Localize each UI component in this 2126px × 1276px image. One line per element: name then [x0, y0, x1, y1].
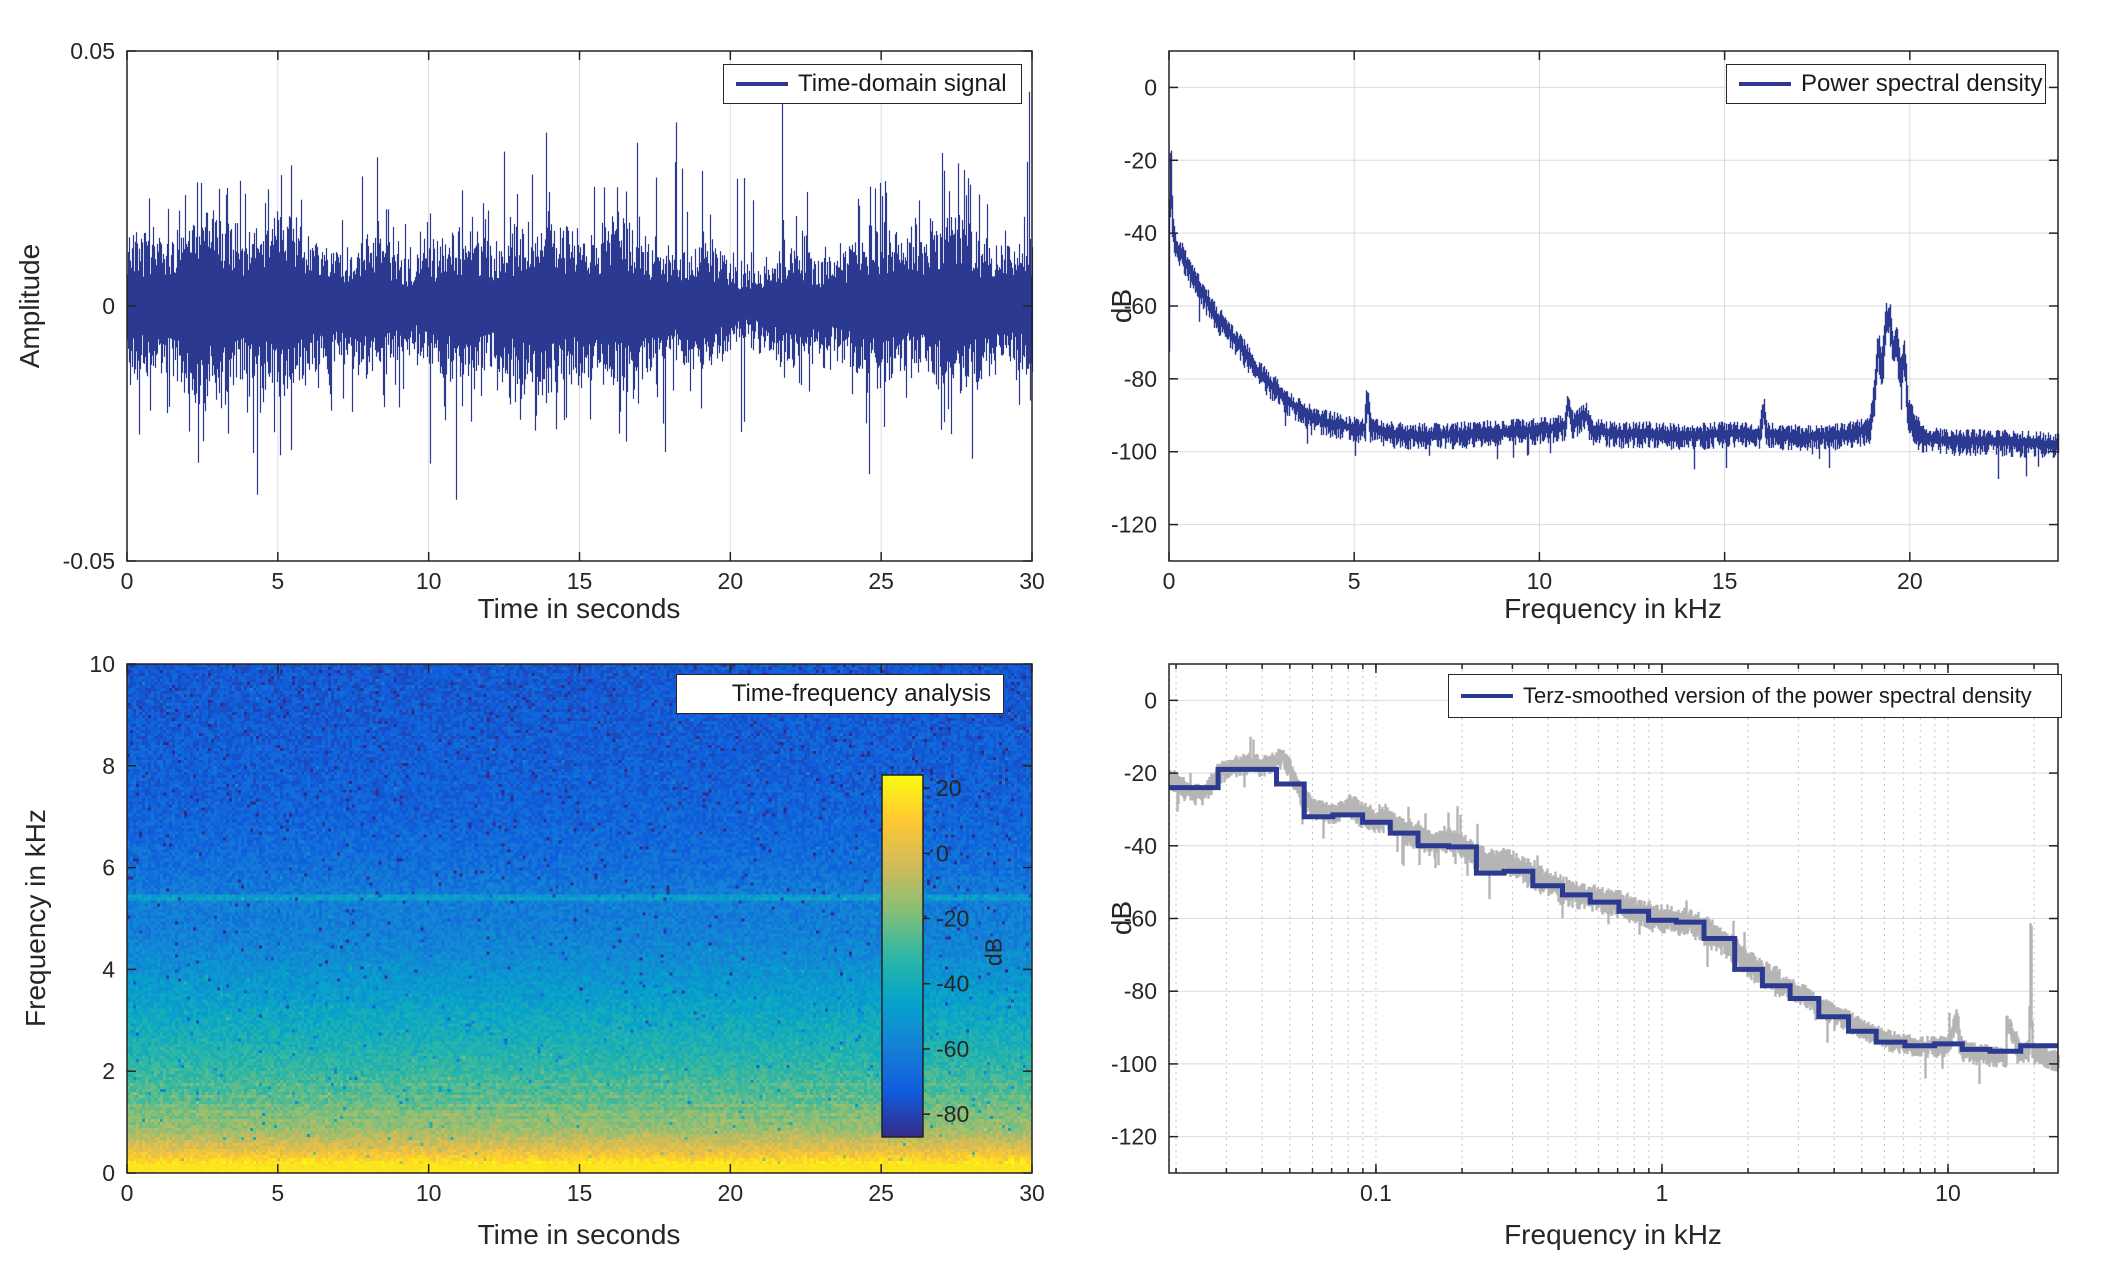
y-tick-label: 0 — [1144, 687, 1157, 713]
y-tick-label: -120 — [1111, 1124, 1157, 1150]
colorbar-tick-label: 20 — [936, 775, 962, 801]
p2-legend-line-sample — [1739, 82, 1791, 86]
p1-ylabel: Amplitude — [14, 243, 45, 369]
p3-legend: Time-frequency analysis — [676, 674, 1004, 714]
p2-legend: Power spectral density — [1726, 64, 2046, 104]
x-tick-label: 5 — [1348, 568, 1361, 594]
x-tick-label: 25 — [868, 1180, 894, 1206]
x-tick-label: 0.1 — [1360, 1180, 1392, 1206]
x-tick-label: 20 — [1897, 568, 1923, 594]
colorbar-tick-label: 0 — [936, 840, 949, 866]
psd-curve — [1168, 150, 2060, 479]
y-tick-label: 2 — [102, 1058, 115, 1084]
p4-legend: Terz-smoothed version of the power spect… — [1448, 674, 2062, 718]
y-tick-label: -40 — [1124, 833, 1157, 859]
y-tick-label: 4 — [102, 956, 115, 982]
y-tick-label: -120 — [1111, 512, 1157, 538]
y-tick-label: -80 — [1124, 978, 1157, 1004]
p3-ylabel: Frequency in kHz — [20, 809, 51, 1027]
y-tick-label: 0 — [102, 1160, 115, 1186]
colorbar — [881, 774, 924, 1138]
y-tick-label: -20 — [1124, 147, 1157, 173]
x-tick-label: 5 — [271, 568, 284, 594]
y-tick-label: -40 — [1124, 220, 1157, 246]
p2-xlabel: Frequency in kHz — [1504, 593, 1722, 624]
p4-legend-line-sample — [1461, 694, 1513, 698]
x-tick-label: 5 — [271, 1180, 284, 1206]
x-tick-label: 20 — [718, 1180, 744, 1206]
x-tick-label: 0 — [121, 1180, 134, 1206]
y-tick-label: -100 — [1111, 439, 1157, 465]
x-tick-label: 15 — [1712, 568, 1738, 594]
y-tick-label: -80 — [1124, 366, 1157, 392]
terz-smoothed-stairs — [1169, 766, 2058, 1054]
y-tick-label: 0.05 — [70, 38, 115, 64]
x-tick-label: 10 — [1527, 568, 1553, 594]
p2-ylabel: dB — [1106, 288, 1137, 324]
p4-legend-label: Terz-smoothed version of the power spect… — [1523, 683, 2032, 708]
colorbar-tick-label: -40 — [936, 971, 969, 997]
colorbar-tick-label: -20 — [936, 905, 969, 931]
colorbar-tick-label: -80 — [936, 1101, 969, 1127]
x-tick-label: 0 — [1163, 568, 1176, 594]
y-tick-label: -60 — [1124, 293, 1157, 319]
p2-legend-label: Power spectral density — [1801, 70, 2043, 97]
p3-legend-label: Time-frequency analysis — [731, 680, 991, 707]
p3-xlabel: Time in seconds — [477, 1219, 681, 1250]
p1-legend-line-sample — [736, 82, 788, 86]
colorbar-label: dB — [980, 937, 1007, 967]
x-tick-label: 10 — [1935, 1180, 1961, 1206]
p1-legend-label: Time-domain signal — [798, 70, 1007, 97]
y-tick-label: 6 — [102, 855, 115, 881]
y-tick-label: -60 — [1124, 906, 1157, 932]
x-tick-label: 10 — [416, 1180, 442, 1206]
y-tick-label: 0 — [1144, 74, 1157, 100]
y-tick-label: -100 — [1111, 1051, 1157, 1077]
p4-ylabel: dB — [1106, 900, 1137, 936]
y-tick-label: 10 — [89, 651, 115, 677]
y-tick-label: -20 — [1124, 760, 1157, 786]
x-tick-label: 15 — [567, 568, 593, 594]
y-tick-label: -0.05 — [63, 548, 115, 574]
p1-xlabel: Time in seconds — [477, 593, 681, 624]
x-tick-label: 25 — [868, 568, 894, 594]
p4-xlabel: Frequency in kHz — [1504, 1219, 1722, 1250]
x-tick-label: 0 — [121, 568, 134, 594]
y-tick-label: 0 — [102, 293, 115, 319]
x-tick-label: 15 — [567, 1180, 593, 1206]
x-tick-label: 1 — [1656, 1180, 1669, 1206]
y-tick-label: 8 — [102, 753, 115, 779]
x-tick-label: 10 — [416, 568, 442, 594]
x-tick-label: 30 — [1019, 1180, 1045, 1206]
x-tick-label: 30 — [1019, 568, 1045, 594]
spectrogram-image — [127, 664, 1032, 1173]
x-tick-label: 20 — [718, 568, 744, 594]
colorbar-tick-label: -60 — [936, 1036, 969, 1062]
p1-legend: Time-domain signal — [723, 64, 1022, 104]
